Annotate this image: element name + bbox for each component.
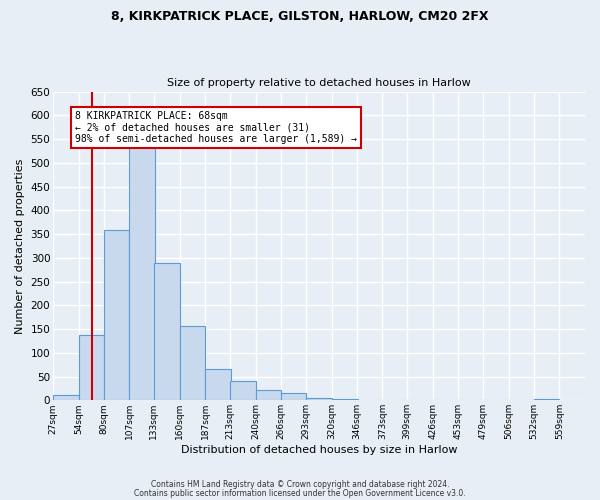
Bar: [104, 230, 129, 400]
Text: 8, KIRKPATRICK PLACE, GILSTON, HARLOW, CM20 2FX: 8, KIRKPATRICK PLACE, GILSTON, HARLOW, C…: [111, 10, 489, 23]
Bar: [179, 326, 205, 400]
Bar: [79, 335, 104, 400]
Bar: [205, 369, 231, 400]
Bar: [256, 390, 281, 400]
Bar: [154, 262, 179, 400]
Title: Size of property relative to detached houses in Harlow: Size of property relative to detached ho…: [167, 78, 471, 88]
Bar: [281, 392, 306, 400]
X-axis label: Distribution of detached houses by size in Harlow: Distribution of detached houses by size …: [181, 445, 457, 455]
Text: Contains HM Land Registry data © Crown copyright and database right 2024.: Contains HM Land Registry data © Crown c…: [151, 480, 449, 489]
Bar: [53, 394, 79, 400]
Y-axis label: Number of detached properties: Number of detached properties: [15, 158, 25, 334]
Text: 8 KIRKPATRICK PLACE: 68sqm
← 2% of detached houses are smaller (31)
98% of semi-: 8 KIRKPATRICK PLACE: 68sqm ← 2% of detac…: [75, 110, 357, 144]
Bar: [129, 146, 155, 401]
Bar: [230, 382, 256, 400]
Text: Contains public sector information licensed under the Open Government Licence v3: Contains public sector information licen…: [134, 490, 466, 498]
Bar: [306, 398, 332, 400]
